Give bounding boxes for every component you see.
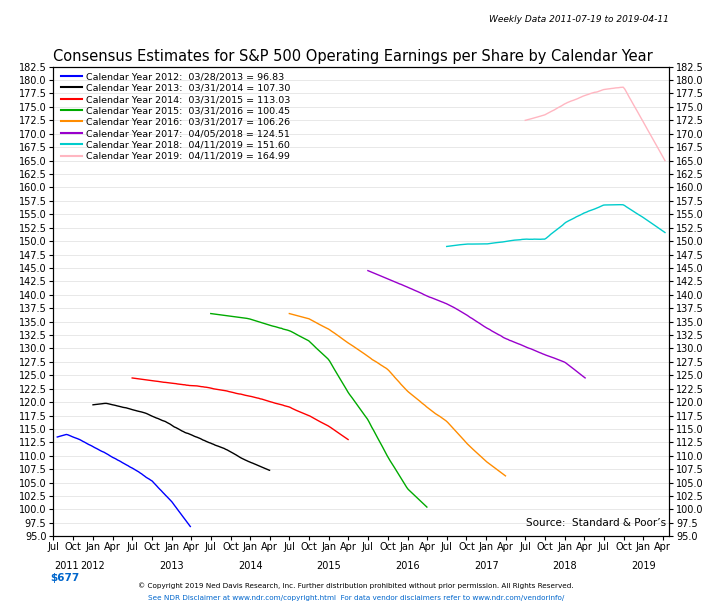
- Text: 2017: 2017: [474, 561, 498, 571]
- Text: Weekly Data 2011-07-19 to 2019-04-11: Weekly Data 2011-07-19 to 2019-04-11: [489, 15, 669, 24]
- Text: 2018: 2018: [553, 561, 577, 571]
- Text: See NDR Disclaimer at www.ndr.com/copyright.html  For data vendor disclaimers re: See NDR Disclaimer at www.ndr.com/copyri…: [148, 595, 564, 601]
- Text: $677: $677: [50, 573, 79, 583]
- Text: Source:  Standard & Poor’s: Source: Standard & Poor’s: [526, 518, 666, 528]
- Text: 2011: 2011: [54, 561, 79, 571]
- Text: 2012: 2012: [80, 561, 105, 571]
- Text: 2013: 2013: [159, 561, 184, 571]
- Text: © Copyright 2019 Ned Davis Research, Inc. Further distribution prohibited withou: © Copyright 2019 Ned Davis Research, Inc…: [138, 582, 574, 589]
- Text: 2015: 2015: [317, 561, 341, 571]
- Text: 2019: 2019: [631, 561, 656, 571]
- Text: Consensus Estimates for S&P 500 Operating Earnings per Share by Calendar Year: Consensus Estimates for S&P 500 Operatin…: [53, 48, 653, 64]
- Text: 2016: 2016: [395, 561, 420, 571]
- Text: 2014: 2014: [238, 561, 263, 571]
- Legend: Calendar Year 2012:  03/28/2013 = 96.83, Calendar Year 2013:  03/31/2014 = 107.3: Calendar Year 2012: 03/28/2013 = 96.83, …: [61, 72, 290, 161]
